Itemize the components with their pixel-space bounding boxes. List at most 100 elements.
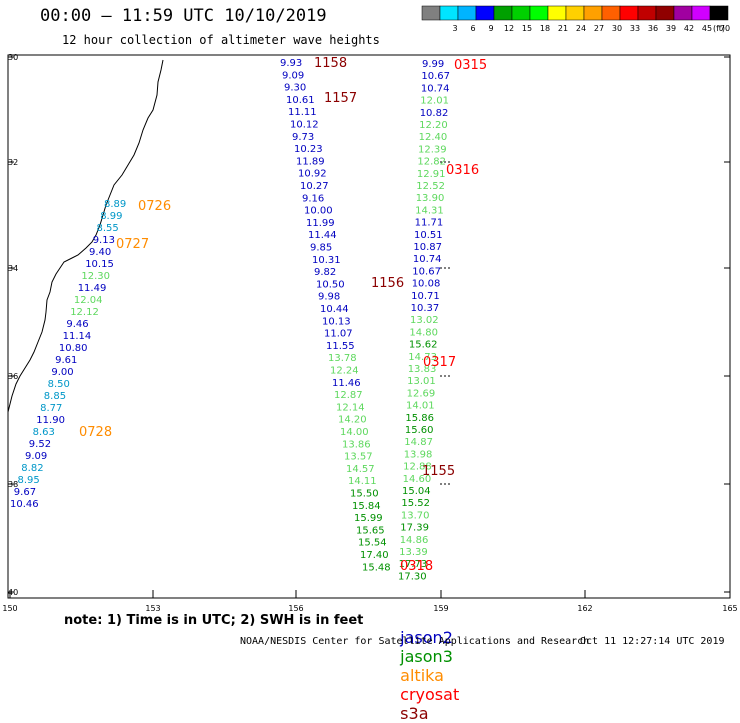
mid-track-value: 15.65 (356, 525, 385, 536)
pass-time-s3a: 1156 (371, 276, 404, 291)
west-track-value: 8.89 (104, 199, 126, 210)
legend-label: 24 (576, 24, 586, 33)
mid-track-value: 11.44 (308, 230, 337, 241)
east-track-value: 12.52 (416, 181, 445, 192)
mid-track-value: 15.48 (362, 562, 391, 573)
legend-label: 30 (612, 24, 622, 33)
east-track-value: 15.86 (405, 413, 434, 424)
mid-track-value: 14.11 (348, 476, 377, 487)
pass-time-cryosat: 0317 (423, 355, 456, 370)
lat-label: 36 (8, 372, 18, 381)
east-track-value: 15.60 (405, 425, 434, 436)
east-track-value: 12.01 (420, 96, 449, 107)
mid-track-value: 9.98 (318, 292, 340, 303)
east-track-value: 12.69 (407, 388, 436, 399)
east-track-value: 17.30 (398, 571, 427, 582)
mid-track-value: 15.50 (350, 489, 379, 500)
west-track-value: 10.80 (59, 343, 88, 354)
east-track-value: 10.08 (412, 279, 441, 290)
legend-swatch (475, 5, 495, 21)
mid-track-value: 9.16 (302, 193, 324, 204)
lon-label: 165 (722, 604, 737, 613)
east-track-value: 13.98 (404, 449, 433, 460)
east-track-value: 13.01 (407, 376, 436, 387)
east-track-value: 12.39 (418, 144, 447, 155)
mid-track-value: 15.99 (354, 513, 383, 524)
east-track-value: 14.31 (415, 205, 444, 216)
west-track-value: 10.46 (10, 499, 39, 510)
legend-swatch (421, 5, 441, 21)
sat-s3a: s3a (400, 704, 429, 723)
generated-timestamp: Oct 11 12:27:14 UTC 2019 (580, 636, 725, 647)
mid-track-value: 9.82 (314, 267, 336, 278)
mid-track-value: 17.40 (360, 550, 389, 561)
east-track-value: 13.70 (401, 510, 430, 521)
mid-track-value: 10.23 (294, 144, 323, 155)
mid-track-value: 11.07 (324, 329, 353, 340)
mid-track-value: 10.92 (298, 169, 327, 180)
legend-swatch (691, 5, 711, 21)
legend-label: 9 (488, 24, 493, 33)
altimeter-tracks: 8.898.998.559.139.4010.1512.3011.4912.04… (10, 58, 450, 582)
mid-track-value: 11.46 (332, 378, 361, 389)
pass-time-altika: 0728 (79, 425, 112, 440)
mid-track-value: 14.20 (338, 415, 367, 426)
legend-swatch (547, 5, 567, 21)
east-track-value: 12.91 (417, 169, 446, 180)
east-track-value: 10.71 (411, 291, 440, 302)
color-scale-legend: 3 6 9 12 15 18 21 24 27 30 33 36 39 42 45 70(ft) (421, 5, 730, 33)
east-track-value: 12.88 (403, 462, 432, 473)
east-track-value: 10.37 (411, 303, 440, 314)
west-track-value: 8.85 (44, 391, 66, 402)
legend-swatch (655, 5, 675, 21)
west-track-value: 11.90 (36, 415, 65, 426)
mid-track-value: 10.50 (316, 279, 345, 290)
west-track-value: 8.77 (40, 403, 62, 414)
east-track-value: 15.62 (409, 340, 438, 351)
east-track-value: 15.04 (402, 486, 431, 497)
map-title: 00:00 – 11:59 UTC 10/10/2019 (40, 6, 327, 26)
east-track-value: 10.67 (412, 266, 441, 277)
lat-label: 32 (8, 158, 18, 167)
east-track-value: 13.39 (399, 547, 428, 558)
mid-track-value: 12.14 (336, 402, 365, 413)
lat-label: 30 (8, 53, 18, 62)
legend-unit: (ft) (713, 24, 725, 33)
west-track-value: 9.40 (89, 247, 111, 258)
pass-time-cryosat: 0315 (454, 58, 487, 73)
sat-cryosat: cryosat (400, 685, 460, 704)
legend-label: 70 (720, 24, 730, 33)
west-track-value: 12.30 (81, 271, 110, 282)
west-track-value: 9.52 (29, 439, 51, 450)
west-track-value: 11.14 (63, 331, 92, 342)
mid-track-value: 10.27 (300, 181, 329, 192)
mid-track-value: 14.00 (340, 427, 369, 438)
legend-swatch (601, 5, 621, 21)
mid-track-value: 15.54 (358, 538, 387, 549)
legend-label: 3 (452, 24, 457, 33)
mid-track-value: 13.78 (328, 353, 357, 364)
pass-time-labels: 1158 1157 1156 1155 0315 0316 0317 0318 0726 0727… (79, 56, 487, 574)
legend-swatch (709, 5, 729, 21)
legend-label: 45 (702, 24, 712, 33)
pass-time-s3a: 1155 (422, 464, 455, 479)
lon-label: 150 (2, 604, 17, 613)
legend-swatch (619, 5, 639, 21)
mid-track-value: 10.44 (320, 304, 349, 315)
lon-label: 159 (433, 604, 448, 613)
pass-time-altika: 0727 (116, 237, 149, 252)
east-track-value: 17.39 (400, 523, 429, 534)
east-track-value: 14.01 (406, 401, 435, 412)
legend-swatch (637, 5, 657, 21)
mid-track-value: 11.11 (288, 107, 317, 118)
west-track-value: 9.67 (14, 487, 36, 498)
legend-swatch (439, 5, 459, 21)
wave-height-map: 3 6 9 12 15 18 21 24 27 30 33 36 39 42 45 70(ft) 303234… (2, 5, 738, 613)
mid-track-value: 15.84 (352, 501, 381, 512)
east-track-value: 11.71 (415, 218, 444, 229)
mid-track-value: 10.31 (312, 255, 341, 266)
mid-track-value: 14.57 (346, 464, 375, 475)
west-track-value: 9.00 (51, 367, 73, 378)
west-track-value: 8.63 (33, 427, 55, 438)
legend-swatch (457, 5, 477, 21)
